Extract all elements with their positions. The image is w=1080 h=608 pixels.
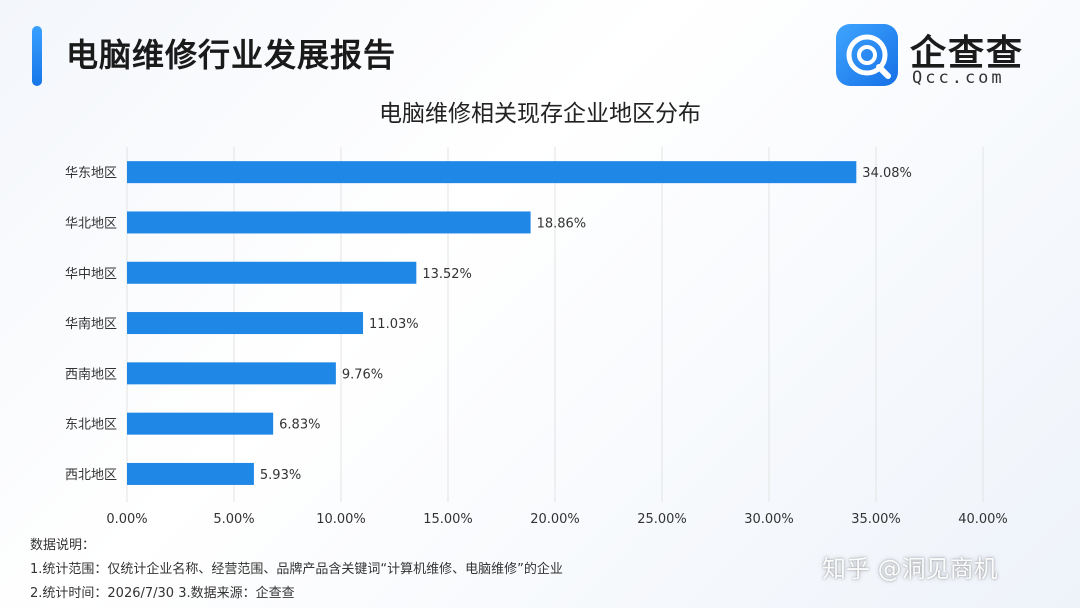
bar-西南地区 <box>127 362 336 385</box>
value-label: 5.93% <box>260 468 301 483</box>
value-label: 6.83% <box>279 418 320 433</box>
x-tick-label: 5.00% <box>213 512 254 527</box>
category-label: 华北地区 <box>65 216 117 231</box>
category-label: 华南地区 <box>65 316 117 332</box>
category-label: 西南地区 <box>65 366 117 382</box>
bar-华东地区 <box>127 161 857 184</box>
x-tick-label: 40.00% <box>958 512 1008 527</box>
category-label: 西北地区 <box>65 468 117 483</box>
zhihu-watermark: 知乎 @洞见商机 <box>822 555 998 583</box>
category-label: 华东地区 <box>65 166 117 181</box>
data-notes: 数据说明： 1.统计范围：仅统计企业名称、经营范围、品牌产品含关键词“计算机维修… <box>30 534 563 606</box>
x-tick-label: 10.00% <box>316 512 366 527</box>
qcc-logo: 企查查 Qcc.com <box>836 24 1056 90</box>
x-tick-label: 0.00% <box>106 512 147 527</box>
bar-华北地区 <box>127 211 531 234</box>
x-tick-label: 25.00% <box>637 512 687 527</box>
x-tick-label: 35.00% <box>851 512 901 527</box>
x-tick-label: 15.00% <box>423 512 473 527</box>
value-label: 34.08% <box>862 166 912 181</box>
notes-line-2: 2.统计时间：2026/7/30 3.数据来源：企查查 <box>30 586 295 601</box>
value-label: 11.03% <box>369 317 419 332</box>
report-title: 电脑维修行业发展报告 <box>66 36 397 74</box>
title-accent-bar <box>32 26 42 86</box>
bar-东北地区 <box>127 412 274 435</box>
notes-heading: 数据说明： <box>30 538 96 553</box>
notes-line-1: 1.统计范围：仅统计企业名称、经营范围、品牌产品含关键词“计算机维修、电脑维修”… <box>30 562 563 577</box>
bar-西北地区 <box>127 462 254 485</box>
bar-华南地区 <box>127 312 364 335</box>
category-label: 东北地区 <box>65 418 117 433</box>
value-label: 13.52% <box>422 267 472 282</box>
bar-华中地区 <box>127 261 417 284</box>
qcc-logo-icon <box>836 24 898 86</box>
chart-title: 电脑维修相关现存企业地区分布 <box>379 101 701 127</box>
value-label: 9.76% <box>342 367 383 382</box>
category-label: 华中地区 <box>65 267 117 282</box>
logo-english-text: Qcc.com <box>912 68 1005 88</box>
x-tick-label: 30.00% <box>744 512 794 527</box>
value-label: 18.86% <box>537 216 587 231</box>
logo-chinese-text: 企查查 <box>910 33 1025 74</box>
x-tick-label: 20.00% <box>530 512 580 527</box>
